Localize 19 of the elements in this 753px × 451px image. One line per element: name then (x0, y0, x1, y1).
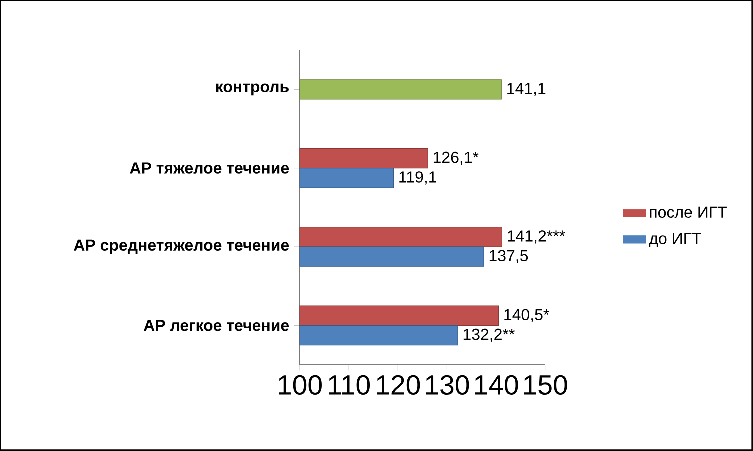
data-label: 141,1 (508, 83, 546, 96)
data-label: 126,1* (434, 152, 479, 166)
data-label: 140,5* (504, 309, 550, 322)
x-tick-label: 130 (426, 375, 470, 395)
x-tick-label: 110 (329, 375, 370, 395)
legend-label: после ИГТ (650, 206, 727, 218)
y-tick-label: АР тяжелое течение (130, 162, 290, 174)
legend-label: до ИГТ (649, 233, 702, 248)
data-label: 137,5 (490, 250, 528, 264)
y-tick-label: АР среднетяжелое течение (74, 240, 290, 254)
y-tick-label: контроль (216, 84, 289, 96)
data-label: 119,1 (400, 172, 436, 185)
x-tick-label: 120 (377, 375, 420, 395)
x-tick-label: 150 (524, 375, 568, 395)
x-tick-label: 140 (475, 375, 518, 395)
data-label: 141,2*** (508, 230, 566, 244)
x-tick-label: 100 (279, 375, 322, 395)
data-label: 132,2** (464, 328, 515, 342)
y-tick-label: АР легкое течение (144, 320, 290, 332)
